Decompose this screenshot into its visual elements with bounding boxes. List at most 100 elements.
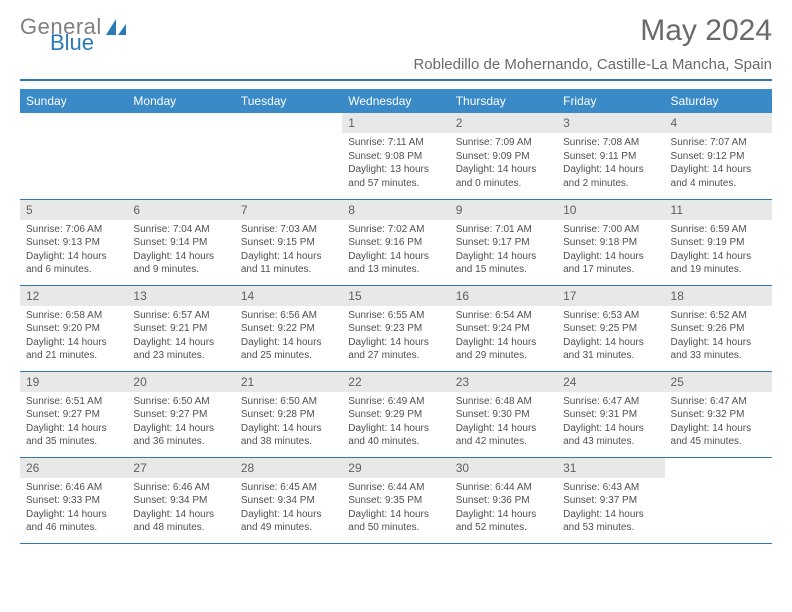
day-info: Sunrise: 6:59 AMSunset: 9:19 PMDaylight:… xyxy=(665,220,772,281)
calendar-day-cell: 24Sunrise: 6:47 AMSunset: 9:31 PMDayligh… xyxy=(557,371,664,457)
day-info: Sunrise: 6:52 AMSunset: 9:26 PMDaylight:… xyxy=(665,306,772,367)
calendar-week-row: 5Sunrise: 7:06 AMSunset: 9:13 PMDaylight… xyxy=(20,199,772,285)
calendar-day-cell: 1Sunrise: 7:11 AMSunset: 9:08 PMDaylight… xyxy=(342,113,449,199)
calendar-day-cell: 31Sunrise: 6:43 AMSunset: 9:37 PMDayligh… xyxy=(557,457,664,543)
calendar-week-row: 19Sunrise: 6:51 AMSunset: 9:27 PMDayligh… xyxy=(20,371,772,457)
location-subtitle: Robledillo de Mohernando, Castille-La Ma… xyxy=(20,56,772,81)
day-info: Sunrise: 7:06 AMSunset: 9:13 PMDaylight:… xyxy=(20,220,127,281)
day-number: 21 xyxy=(235,372,342,392)
calendar-day-cell: 2Sunrise: 7:09 AMSunset: 9:09 PMDaylight… xyxy=(450,113,557,199)
day-number: 29 xyxy=(342,458,449,478)
calendar-day-cell: 21Sunrise: 6:50 AMSunset: 9:28 PMDayligh… xyxy=(235,371,342,457)
calendar-table: SundayMondayTuesdayWednesdayThursdayFrid… xyxy=(20,89,772,544)
calendar-day-cell: 28Sunrise: 6:45 AMSunset: 9:34 PMDayligh… xyxy=(235,457,342,543)
day-info: Sunrise: 6:51 AMSunset: 9:27 PMDaylight:… xyxy=(20,392,127,453)
day-info: Sunrise: 6:58 AMSunset: 9:20 PMDaylight:… xyxy=(20,306,127,367)
day-number: 10 xyxy=(557,200,664,220)
weekday-header: Saturday xyxy=(665,89,772,113)
calendar-day-cell: 20Sunrise: 6:50 AMSunset: 9:27 PMDayligh… xyxy=(127,371,234,457)
calendar-day-cell: 9Sunrise: 7:01 AMSunset: 9:17 PMDaylight… xyxy=(450,199,557,285)
day-number: 11 xyxy=(665,200,772,220)
day-info: Sunrise: 6:44 AMSunset: 9:36 PMDaylight:… xyxy=(450,478,557,539)
day-number: 27 xyxy=(127,458,234,478)
calendar-day-cell: 14Sunrise: 6:56 AMSunset: 9:22 PMDayligh… xyxy=(235,285,342,371)
day-info: Sunrise: 7:01 AMSunset: 9:17 PMDaylight:… xyxy=(450,220,557,281)
day-info: Sunrise: 6:43 AMSunset: 9:37 PMDaylight:… xyxy=(557,478,664,539)
day-number: 18 xyxy=(665,286,772,306)
day-number: 26 xyxy=(20,458,127,478)
calendar-day-cell: 25Sunrise: 6:47 AMSunset: 9:32 PMDayligh… xyxy=(665,371,772,457)
calendar-day-cell: 8Sunrise: 7:02 AMSunset: 9:16 PMDaylight… xyxy=(342,199,449,285)
day-info: Sunrise: 6:47 AMSunset: 9:31 PMDaylight:… xyxy=(557,392,664,453)
logo-sail-icon xyxy=(104,17,128,37)
day-number: 17 xyxy=(557,286,664,306)
day-number: 9 xyxy=(450,200,557,220)
day-info: Sunrise: 6:55 AMSunset: 9:23 PMDaylight:… xyxy=(342,306,449,367)
day-number: 14 xyxy=(235,286,342,306)
calendar-day-cell: 11Sunrise: 6:59 AMSunset: 9:19 PMDayligh… xyxy=(665,199,772,285)
day-info: Sunrise: 6:46 AMSunset: 9:33 PMDaylight:… xyxy=(20,478,127,539)
day-info: Sunrise: 6:50 AMSunset: 9:28 PMDaylight:… xyxy=(235,392,342,453)
calendar-day-cell: 27Sunrise: 6:46 AMSunset: 9:34 PMDayligh… xyxy=(127,457,234,543)
day-number: 7 xyxy=(235,200,342,220)
day-number: 28 xyxy=(235,458,342,478)
day-info: Sunrise: 7:09 AMSunset: 9:09 PMDaylight:… xyxy=(450,133,557,194)
day-info: Sunrise: 6:45 AMSunset: 9:34 PMDaylight:… xyxy=(235,478,342,539)
day-number: 2 xyxy=(450,113,557,133)
day-info: Sunrise: 6:56 AMSunset: 9:22 PMDaylight:… xyxy=(235,306,342,367)
weekday-header-row: SundayMondayTuesdayWednesdayThursdayFrid… xyxy=(20,89,772,113)
day-info: Sunrise: 6:48 AMSunset: 9:30 PMDaylight:… xyxy=(450,392,557,453)
calendar-week-row: 1Sunrise: 7:11 AMSunset: 9:08 PMDaylight… xyxy=(20,113,772,199)
calendar-day-cell: 23Sunrise: 6:48 AMSunset: 9:30 PMDayligh… xyxy=(450,371,557,457)
day-number: 15 xyxy=(342,286,449,306)
day-number: 25 xyxy=(665,372,772,392)
day-info: Sunrise: 6:50 AMSunset: 9:27 PMDaylight:… xyxy=(127,392,234,453)
calendar-body: 1Sunrise: 7:11 AMSunset: 9:08 PMDaylight… xyxy=(20,113,772,543)
calendar-day-cell: 22Sunrise: 6:49 AMSunset: 9:29 PMDayligh… xyxy=(342,371,449,457)
day-number: 12 xyxy=(20,286,127,306)
calendar-day-cell: 15Sunrise: 6:55 AMSunset: 9:23 PMDayligh… xyxy=(342,285,449,371)
calendar-day-cell: 5Sunrise: 7:06 AMSunset: 9:13 PMDaylight… xyxy=(20,199,127,285)
day-info: Sunrise: 6:49 AMSunset: 9:29 PMDaylight:… xyxy=(342,392,449,453)
weekday-header: Thursday xyxy=(450,89,557,113)
weekday-header: Sunday xyxy=(20,89,127,113)
calendar-day-cell: 7Sunrise: 7:03 AMSunset: 9:15 PMDaylight… xyxy=(235,199,342,285)
day-number: 1 xyxy=(342,113,449,133)
calendar-day-cell: 6Sunrise: 7:04 AMSunset: 9:14 PMDaylight… xyxy=(127,199,234,285)
day-number: 23 xyxy=(450,372,557,392)
day-info: Sunrise: 7:03 AMSunset: 9:15 PMDaylight:… xyxy=(235,220,342,281)
day-number: 20 xyxy=(127,372,234,392)
calendar-week-row: 12Sunrise: 6:58 AMSunset: 9:20 PMDayligh… xyxy=(20,285,772,371)
calendar-week-row: 26Sunrise: 6:46 AMSunset: 9:33 PMDayligh… xyxy=(20,457,772,543)
weekday-header: Wednesday xyxy=(342,89,449,113)
day-info: Sunrise: 6:54 AMSunset: 9:24 PMDaylight:… xyxy=(450,306,557,367)
day-number: 31 xyxy=(557,458,664,478)
calendar-day-cell: 26Sunrise: 6:46 AMSunset: 9:33 PMDayligh… xyxy=(20,457,127,543)
day-number: 6 xyxy=(127,200,234,220)
day-number: 5 xyxy=(20,200,127,220)
day-number: 19 xyxy=(20,372,127,392)
day-number: 4 xyxy=(665,113,772,133)
day-info: Sunrise: 6:44 AMSunset: 9:35 PMDaylight:… xyxy=(342,478,449,539)
day-number: 3 xyxy=(557,113,664,133)
calendar-day-cell: 10Sunrise: 7:00 AMSunset: 9:18 PMDayligh… xyxy=(557,199,664,285)
calendar-day-cell: 12Sunrise: 6:58 AMSunset: 9:20 PMDayligh… xyxy=(20,285,127,371)
day-info: Sunrise: 7:04 AMSunset: 9:14 PMDaylight:… xyxy=(127,220,234,281)
calendar-day-cell: 19Sunrise: 6:51 AMSunset: 9:27 PMDayligh… xyxy=(20,371,127,457)
calendar-day-cell: 3Sunrise: 7:08 AMSunset: 9:11 PMDaylight… xyxy=(557,113,664,199)
calendar-day-cell xyxy=(20,113,127,199)
day-info: Sunrise: 7:08 AMSunset: 9:11 PMDaylight:… xyxy=(557,133,664,194)
day-info: Sunrise: 6:57 AMSunset: 9:21 PMDaylight:… xyxy=(127,306,234,367)
calendar-day-cell xyxy=(665,457,772,543)
weekday-header: Friday xyxy=(557,89,664,113)
day-info: Sunrise: 6:47 AMSunset: 9:32 PMDaylight:… xyxy=(665,392,772,453)
calendar-day-cell: 13Sunrise: 6:57 AMSunset: 9:21 PMDayligh… xyxy=(127,285,234,371)
day-number: 22 xyxy=(342,372,449,392)
calendar-day-cell: 16Sunrise: 6:54 AMSunset: 9:24 PMDayligh… xyxy=(450,285,557,371)
calendar-day-cell: 30Sunrise: 6:44 AMSunset: 9:36 PMDayligh… xyxy=(450,457,557,543)
day-number: 13 xyxy=(127,286,234,306)
page-title: May 2024 xyxy=(640,14,772,48)
calendar-day-cell: 17Sunrise: 6:53 AMSunset: 9:25 PMDayligh… xyxy=(557,285,664,371)
day-number: 8 xyxy=(342,200,449,220)
calendar-day-cell: 4Sunrise: 7:07 AMSunset: 9:12 PMDaylight… xyxy=(665,113,772,199)
